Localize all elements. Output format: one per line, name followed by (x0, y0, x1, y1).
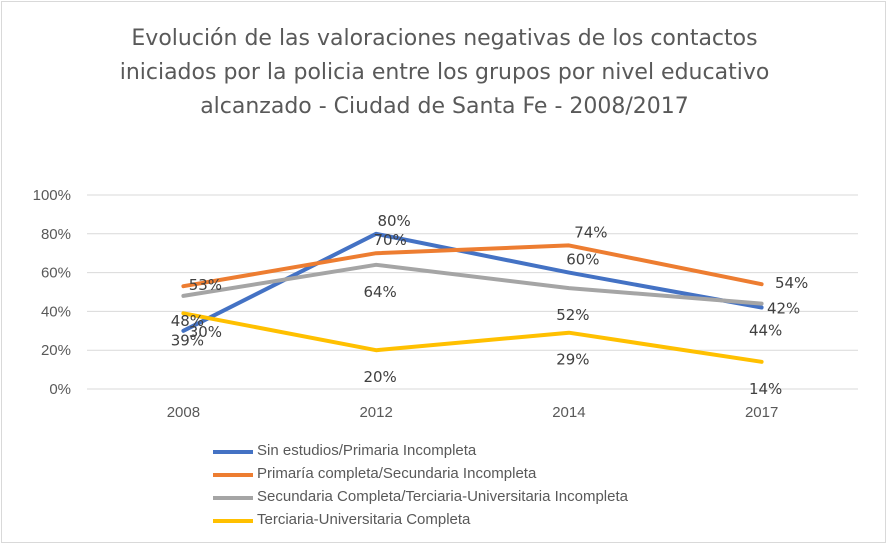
y-tick-label: 20% (41, 342, 71, 359)
legend-label: Primaría completa/Secundaria Incompleta (257, 465, 537, 482)
data-label: 70% (373, 231, 406, 249)
data-label: 53% (189, 276, 222, 294)
legend-label: Terciaria-Universitaria Completa (257, 511, 471, 528)
data-label: 44% (749, 322, 782, 340)
chart-title-line-2: iniciados por la policia entre los grupo… (119, 60, 770, 85)
data-label: 42% (767, 300, 800, 318)
data-label: 29% (556, 351, 589, 369)
data-label: 54% (775, 274, 808, 292)
data-label: 14% (749, 380, 782, 398)
series-line-3 (181, 262, 764, 306)
data-label: 30% (189, 323, 222, 341)
data-label: 74% (574, 223, 607, 241)
legend-label: Sin estudios/Primaria Incompleta (257, 442, 477, 459)
x-tick-label: 2008 (167, 404, 200, 421)
legend-swatch (213, 496, 253, 500)
data-label: 80% (377, 212, 410, 230)
y-tick-label: 60% (41, 265, 71, 282)
y-tick-label: 80% (41, 226, 71, 243)
legend-swatch (213, 473, 253, 477)
legend-swatch (213, 519, 253, 523)
y-tick-label: 40% (41, 303, 71, 320)
x-tick-label: 2012 (359, 404, 392, 421)
y-tick-label: 0% (49, 381, 71, 398)
chart-title-line-1: Evolución de las valoraciones negativas … (131, 26, 758, 51)
data-label: 48% (171, 312, 204, 330)
series-line-4 (181, 311, 764, 364)
data-label: 64% (363, 283, 396, 301)
y-tick-label: 100% (33, 187, 71, 204)
series-line-2 (181, 243, 764, 289)
chart-title-line-3: alcanzado - Ciudad de Santa Fe - 2008/20… (200, 94, 689, 119)
legend-label: Secundaria Completa/Terciaria-Universita… (257, 488, 628, 505)
data-label: 60% (566, 251, 599, 269)
data-label: 52% (556, 306, 589, 324)
data-label: 20% (363, 368, 396, 386)
legend-swatch (213, 450, 253, 454)
x-tick-label: 2014 (552, 404, 585, 421)
data-label: 39% (171, 331, 204, 349)
chart-title: Evolución de las valoraciones negativas … (0, 22, 889, 124)
x-tick-label: 2017 (745, 404, 778, 421)
